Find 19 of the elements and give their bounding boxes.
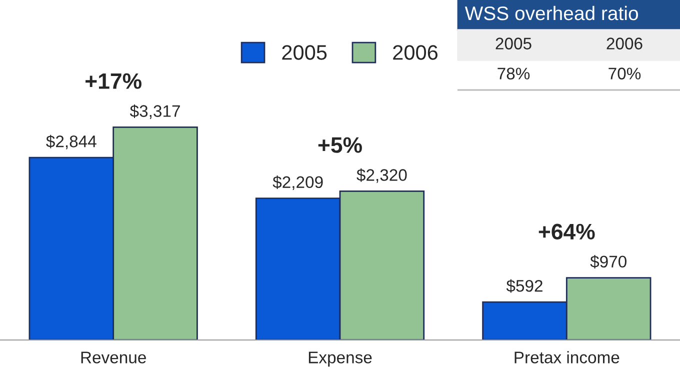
annotation: WSS overhead ratio (464, 6, 638, 20)
annotation: +5% (318, 137, 362, 153)
annotation: +17% (86, 73, 142, 89)
legend-label: 2006 (393, 45, 438, 60)
x-tick-label: Pretax income (514, 351, 620, 364)
x-tick-label: Expense (308, 352, 372, 367)
legend-label: 2005 (282, 45, 327, 60)
annotation: 78% (498, 68, 530, 80)
data-label: $3,317 (130, 104, 180, 119)
annotation: 70% (608, 68, 641, 80)
data-label: $592 (506, 279, 542, 293)
data-label: $970 (590, 255, 626, 269)
data-label: $2,209 (272, 176, 323, 190)
annotation: +64% (538, 224, 595, 240)
data-label: $2,320 (356, 168, 407, 183)
x-tick-label: Revenue (81, 352, 146, 364)
data-label: $2,844 (46, 134, 96, 150)
annotation: 2006 (606, 38, 642, 50)
annotation: 2005 (496, 38, 532, 50)
